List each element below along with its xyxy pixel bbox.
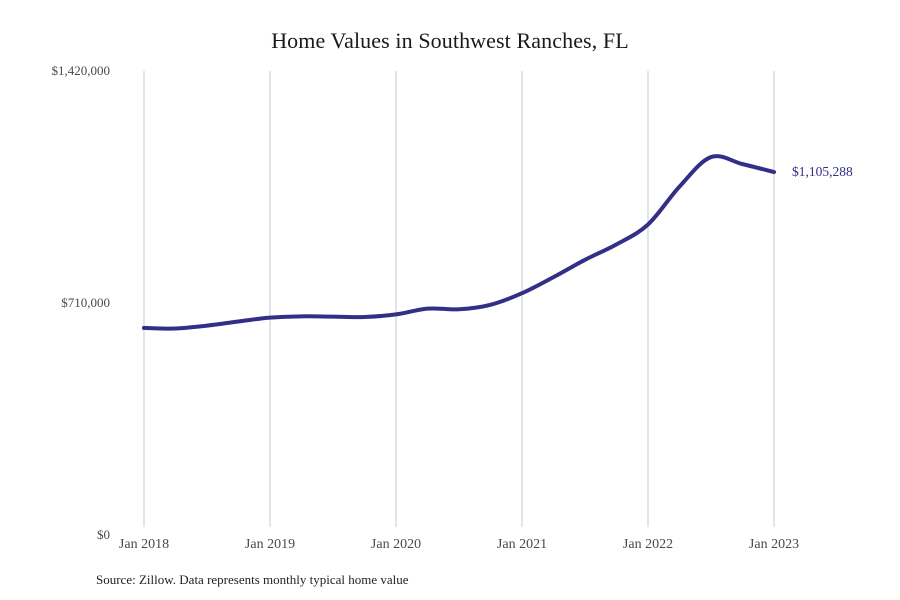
source-note: Source: Zillow. Data represents monthly …	[96, 572, 409, 587]
data-line-series-1	[142, 154, 776, 331]
x-axis-tick-label-jan-2021: Jan 2021	[496, 537, 548, 552]
endpoint-value-label: $1,105,288	[792, 164, 853, 180]
y-axis-tick-label-710000: $710,000	[61, 295, 110, 310]
x-axis-tick-label-jan-2022: Jan 2022	[622, 537, 674, 552]
chart-title: Home Values in Southwest Ranches, FL	[271, 28, 629, 53]
y-axis-tick-label-0: $0	[97, 527, 110, 542]
x-axis-tick-label-jan-2019: Jan 2019	[244, 537, 296, 552]
gridlines	[143, 71, 775, 527]
x-axis-tick-label-jan-2020: Jan 2020	[370, 537, 422, 552]
x-axis-tick-label-jan-2018: Jan 2018	[118, 537, 170, 552]
x-axis-tick-label-jan-2023: Jan 2023	[748, 537, 800, 552]
y-axis-tick-label-1420000: $1,420,000	[51, 63, 111, 78]
